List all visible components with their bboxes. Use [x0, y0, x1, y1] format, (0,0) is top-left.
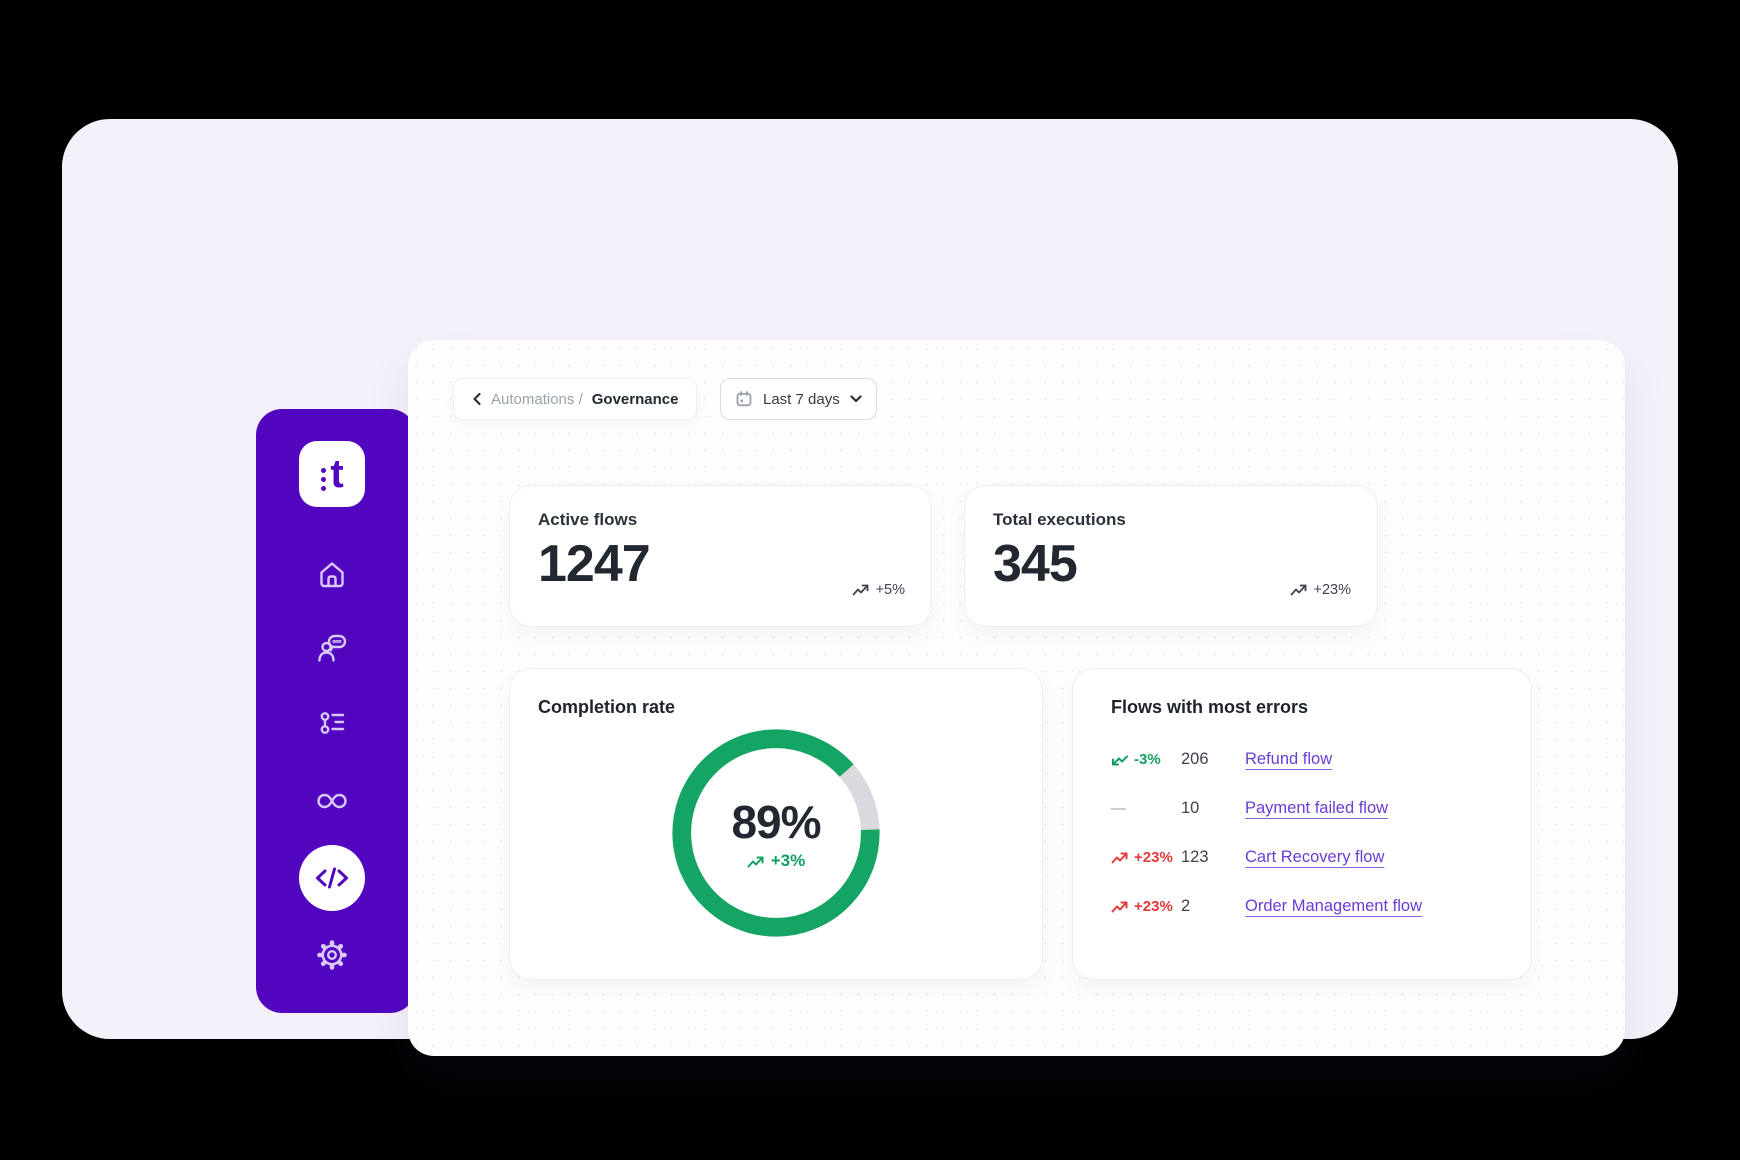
dashboard-card: Automations / Governance Last 7 days Act…	[408, 340, 1625, 1056]
stat-trend: +23%	[1290, 582, 1351, 598]
error-trend: —	[1111, 800, 1126, 817]
error-trend: +23%	[1111, 898, 1181, 915]
code-icon	[316, 867, 348, 889]
stat-value: 1247	[538, 535, 651, 593]
error-row: +23% 123 Cart Recovery flow	[1111, 833, 1501, 882]
logo-letter: t	[330, 452, 343, 496]
trend-up-icon	[852, 584, 868, 596]
error-row: +23% 2 Order Management flow	[1111, 882, 1501, 931]
trend-up-icon	[1111, 852, 1128, 863]
error-trend: +23%	[1111, 849, 1181, 866]
stat-value: 345	[993, 535, 1078, 593]
stat-trend: +5%	[852, 582, 905, 598]
trend-up-icon	[1290, 584, 1306, 596]
gear-icon	[317, 940, 347, 970]
chevron-left-icon[interactable]	[472, 392, 482, 406]
chevron-down-icon	[850, 395, 862, 403]
stat-title: Total executions	[993, 510, 1126, 529]
sidebar-item-settings[interactable]	[256, 937, 408, 973]
workflow-list-icon	[320, 712, 345, 734]
panel-title: Completion rate	[538, 697, 676, 717]
logo-dots-icon	[321, 467, 327, 491]
completion-rate-panel: Completion rate 89% +3%	[509, 668, 1043, 980]
breadcrumb-current: Governance	[591, 390, 679, 408]
app-frame: t	[62, 119, 1678, 1056]
errors-list: -3% 206 Refund flow — 10 Payment failed …	[1111, 735, 1501, 931]
stat-title: Active flows	[538, 510, 638, 529]
panel-title: Flows with most errors	[1111, 697, 1309, 717]
error-row: -3% 206 Refund flow	[1111, 735, 1501, 784]
error-count: 206	[1181, 750, 1209, 768]
sidebar: t	[256, 409, 416, 1013]
completion-donut-chart: 89% +3%	[668, 725, 884, 941]
breadcrumb-parent[interactable]: Automations /	[491, 390, 583, 408]
calendar-icon	[736, 391, 752, 407]
error-count: 123	[1181, 848, 1209, 866]
error-count: 10	[1181, 799, 1200, 817]
error-flow-link[interactable]: Cart Recovery flow	[1245, 848, 1385, 866]
errors-panel: Flows with most errors -3% 206 Refund fl…	[1072, 668, 1532, 980]
completion-percent: 89%	[731, 796, 821, 848]
logo-mark: t	[321, 452, 344, 496]
trend-up-icon	[747, 856, 764, 867]
trend-down-icon	[1112, 755, 1128, 765]
completion-trend: +3%	[747, 851, 805, 871]
error-count: 2	[1181, 897, 1191, 915]
sidebar-item-conversations[interactable]	[256, 631, 408, 667]
donut-center: 89% +3%	[668, 725, 884, 941]
date-range-select[interactable]: Last 7 days	[720, 378, 877, 420]
stat-card-active-flows: Active flows 1247 +5%	[509, 485, 932, 627]
logo[interactable]: t	[299, 441, 365, 507]
error-trend: -3%	[1111, 751, 1181, 768]
sidebar-item-home[interactable]	[256, 557, 408, 593]
chat-person-icon	[318, 634, 347, 662]
home-icon	[320, 562, 344, 588]
completion-ring-value	[672, 729, 880, 937]
error-flow-link[interactable]: Payment failed flow	[1245, 799, 1389, 817]
breadcrumb: Automations / Governance	[453, 378, 698, 420]
date-range-label: Last 7 days	[763, 390, 840, 408]
loop-icon	[317, 793, 347, 809]
donut-ring	[672, 729, 880, 937]
sidebar-item-workflows[interactable]	[256, 707, 408, 743]
error-flow-link[interactable]: Order Management flow	[1245, 897, 1422, 915]
sidebar-item-loops[interactable]	[256, 783, 408, 819]
sidebar-item-code[interactable]	[299, 845, 365, 911]
error-flow-link[interactable]: Refund flow	[1245, 750, 1333, 768]
stat-card-total-executions: Total executions 345 +23%	[964, 485, 1378, 627]
error-row: — 10 Payment failed flow	[1111, 784, 1501, 833]
trend-up-icon	[1111, 901, 1128, 912]
